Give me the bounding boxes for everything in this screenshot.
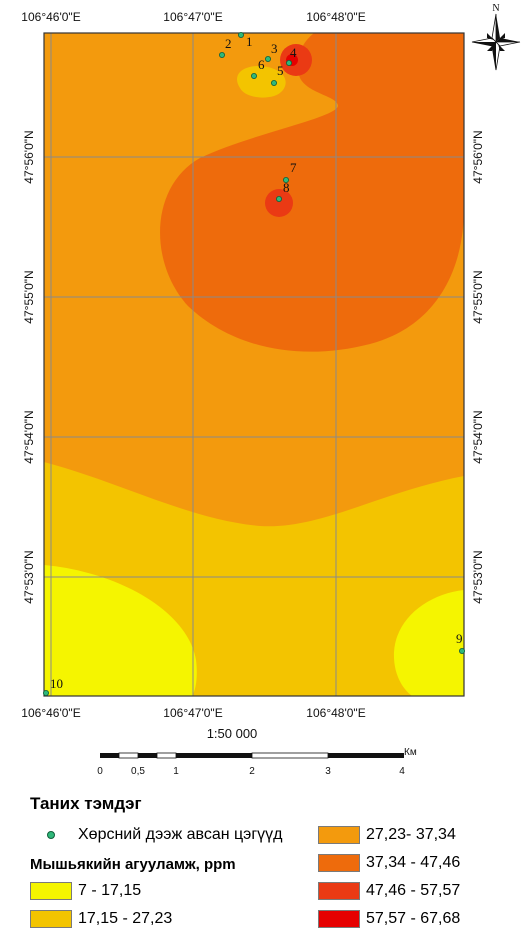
legend-row-class-1: 7 - 17,15 [30,882,141,900]
concentration-surface [44,33,464,696]
sample-point-5 [270,80,277,87]
right-tick-55: 47°55'0"N [471,270,485,323]
legend-row-class-2: 17,15 - 27,23 [30,910,172,928]
scale-seg-5 [176,753,252,758]
scale-seg-7 [328,753,404,758]
bottom-tick-46: 106°46'0"E [21,706,80,720]
top-tick-48: 106°48'0"E [306,10,365,24]
legend-label-class-4: 37,34 - 47,46 [366,854,461,871]
scale-seg-4 [156,752,177,759]
sample-labels: 1 2 3 4 5 6 7 8 9 10 [50,34,463,691]
legend-label-class-6: 57,57 - 67,68 [366,910,461,927]
legend-swatch-class-4 [318,854,360,872]
scale-tick-2: 2 [249,766,255,777]
scale-tick-1: 1 [173,766,179,777]
top-tick-47: 106°47'0"E [163,10,222,24]
sample-point-4 [285,60,292,67]
zone-7-17-southwest [44,565,197,696]
sample-points [43,32,465,697]
graticule [44,33,464,696]
bottom-tick-48: 106°48'0"E [306,706,365,720]
legend-swatch-class-2 [30,910,72,928]
map-frame [43,32,465,697]
zone-47-57-center [265,189,293,217]
legend-label-class-3: 27,23- 37,34 [366,826,456,843]
north-arrow-icon [471,13,521,71]
legend: Таних тэмдэг Хөрсний дээж авсан цэгүүд М… [0,786,529,945]
sample-point-7 [282,176,289,183]
zone-7-17-southeast [393,590,464,696]
sample-label-6: 6 [258,57,265,72]
scale-tick-3: 3 [325,766,331,777]
scale-seg-2 [118,752,139,759]
scale-tick-4: 4 [399,766,405,777]
legend-swatch-class-6 [318,910,360,928]
scale-seg-3 [138,753,157,758]
legend-subtitle: Мышьякийн агууламж, ppm [30,856,236,873]
legend-row-class-6: 57,57 - 67,68 [318,910,460,928]
sample-point-3 [264,56,271,63]
sample-point-9 [458,648,465,655]
legend-swatch-class-5 [318,882,360,900]
scale-tick-0: 0 [97,766,103,777]
sample-label-2: 2 [225,36,232,51]
left-tick-55: 47°55'0"N [22,270,36,323]
legend-title: Таних тэмдэг [30,794,142,813]
sample-label-7: 7 [290,160,297,175]
legend-label-class-1: 7 - 17,15 [78,882,142,899]
legend-row-class-3: 27,23- 37,34 [318,826,456,844]
right-tick-53: 47°53'0"N [471,550,485,603]
zone-17-27-pocket [237,66,286,98]
legend-row-points: Хөрсний дээж авсан цэгүүд [30,826,283,844]
zone-37-47 [160,33,464,352]
map-figure: 1 2 3 4 5 6 7 8 9 10 106°46'0"E 106°47'0… [21,3,521,777]
scale-seg-1 [100,753,119,758]
north-label: N [492,3,499,14]
left-tick-53: 47°53'0"N [22,550,36,603]
scale-unit: Км [404,747,417,758]
sample-point-6 [250,73,257,80]
sample-label-3: 3 [271,41,278,56]
sample-label-4: 4 [290,45,297,60]
legend-row-class-4: 37,34 - 47,46 [318,854,460,872]
left-tick-56: 47°56'0"N [22,130,36,183]
sample-point-2 [218,52,225,59]
sample-label-8: 8 [283,180,290,195]
right-tick-54: 47°54'0"N [471,410,485,463]
scale-tick-05: 0,5 [131,766,145,777]
sample-label-10: 10 [50,676,63,691]
sample-label-1: 1 [246,34,253,49]
legend-swatch-class-3 [318,826,360,844]
scale-seg-6 [251,752,329,759]
scale-bar [100,752,404,759]
legend-label-class-2: 17,15 - 27,23 [78,910,173,927]
top-tick-46: 106°46'0"E [21,10,80,24]
bottom-tick-47: 106°47'0"E [163,706,222,720]
legend-label-class-5: 47,46 - 57,57 [366,882,461,899]
sample-point-1 [237,32,244,39]
sample-label-5: 5 [277,63,284,78]
right-tick-56: 47°56'0"N [471,130,485,183]
legend-row-class-5: 47,46 - 57,57 [318,882,460,900]
sample-label-9: 9 [456,631,463,646]
sample-point-8 [275,195,282,202]
scale-ratio: 1:50 000 [207,726,258,741]
legend-swatch-class-1 [30,882,72,900]
legend-points-label: Хөрсний дээж авсан цэгүүд [78,826,283,843]
sample-point-10 [43,690,50,697]
sample-point-symbol-icon [30,826,72,844]
left-tick-54: 47°54'0"N [22,410,36,463]
